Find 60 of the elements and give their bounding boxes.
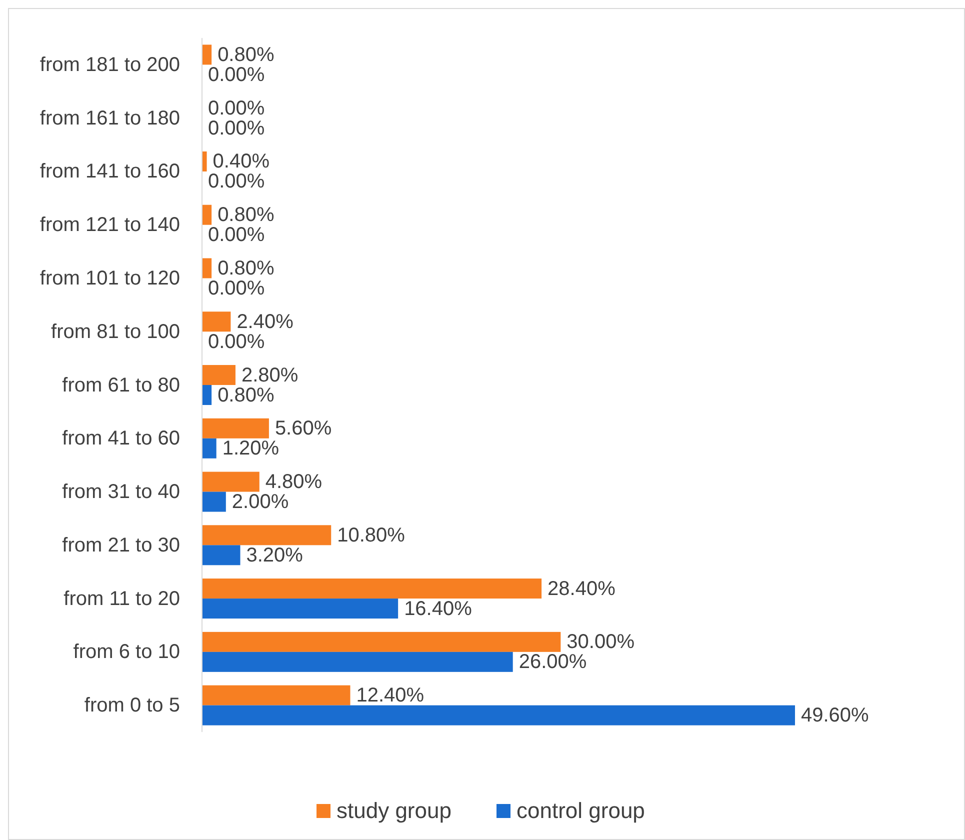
data-label: 0.00% <box>208 97 265 120</box>
bar <box>202 385 212 405</box>
data-label: 0.80% <box>218 258 274 280</box>
data-label: 0.80% <box>218 384 274 406</box>
bar <box>202 312 231 332</box>
data-label: 4.80% <box>265 471 322 494</box>
bar <box>202 438 216 458</box>
y-tick-label: from 141 to 160 <box>40 160 180 183</box>
bar <box>202 492 226 512</box>
bar <box>202 705 795 726</box>
bar <box>202 685 350 706</box>
bar <box>202 365 236 385</box>
bar <box>202 151 207 172</box>
bar <box>202 258 212 278</box>
y-tick-label: from 61 to 80 <box>62 374 180 396</box>
y-tick-label: from 6 to 10 <box>73 641 180 664</box>
bar <box>202 652 513 672</box>
data-label: 3.20% <box>246 544 304 566</box>
bar <box>202 204 212 225</box>
bar <box>202 472 260 492</box>
data-label: 16.40% <box>404 598 472 620</box>
y-tick-label: from 181 to 200 <box>40 54 180 76</box>
data-label: 0.80% <box>218 204 274 226</box>
data-label: 0.00% <box>208 64 265 86</box>
data-label: 26.00% <box>518 651 587 674</box>
data-label: 2.80% <box>241 364 298 386</box>
y-tick-label: from 31 to 40 <box>62 481 180 504</box>
data-label: 1.20% <box>222 438 280 460</box>
data-label: 49.60% <box>801 704 870 727</box>
data-label: 2.00% <box>232 491 289 514</box>
data-label: 28.40% <box>548 578 616 600</box>
data-label: 0.00% <box>208 330 265 353</box>
data-label: 0.00% <box>208 170 265 193</box>
bar <box>202 578 542 599</box>
bar <box>202 44 212 65</box>
data-label: 0.00% <box>208 278 265 300</box>
data-label: 0.00% <box>208 117 265 140</box>
data-label: 30.00% <box>566 631 635 654</box>
bar <box>202 598 398 619</box>
y-tick-label: from 101 to 120 <box>40 268 180 290</box>
legend-label: control group <box>516 798 645 823</box>
data-label: 0.80% <box>218 44 274 66</box>
bar <box>202 525 332 546</box>
y-tick-label: from 11 to 20 <box>64 588 180 610</box>
data-label: 0.00% <box>208 224 265 246</box>
data-label: 10.80% <box>337 524 406 546</box>
data-label: 12.40% <box>356 684 424 707</box>
legend-label: study group <box>336 798 452 823</box>
bar <box>202 632 561 652</box>
y-tick-label: from 121 to 140 <box>40 214 180 236</box>
data-label: 2.40% <box>236 310 294 333</box>
y-tick-label: from 21 to 30 <box>62 534 180 556</box>
y-tick-label: from 161 to 180 <box>40 107 180 130</box>
data-label: 0.40% <box>212 150 270 173</box>
y-tick-label: from 0 to 5 <box>84 694 180 717</box>
bar <box>202 418 269 438</box>
bar <box>202 545 240 566</box>
data-label: 5.60% <box>274 418 332 440</box>
y-tick-label: from 41 to 60 <box>62 428 180 450</box>
y-tick-label: from 81 to 100 <box>51 320 180 343</box>
